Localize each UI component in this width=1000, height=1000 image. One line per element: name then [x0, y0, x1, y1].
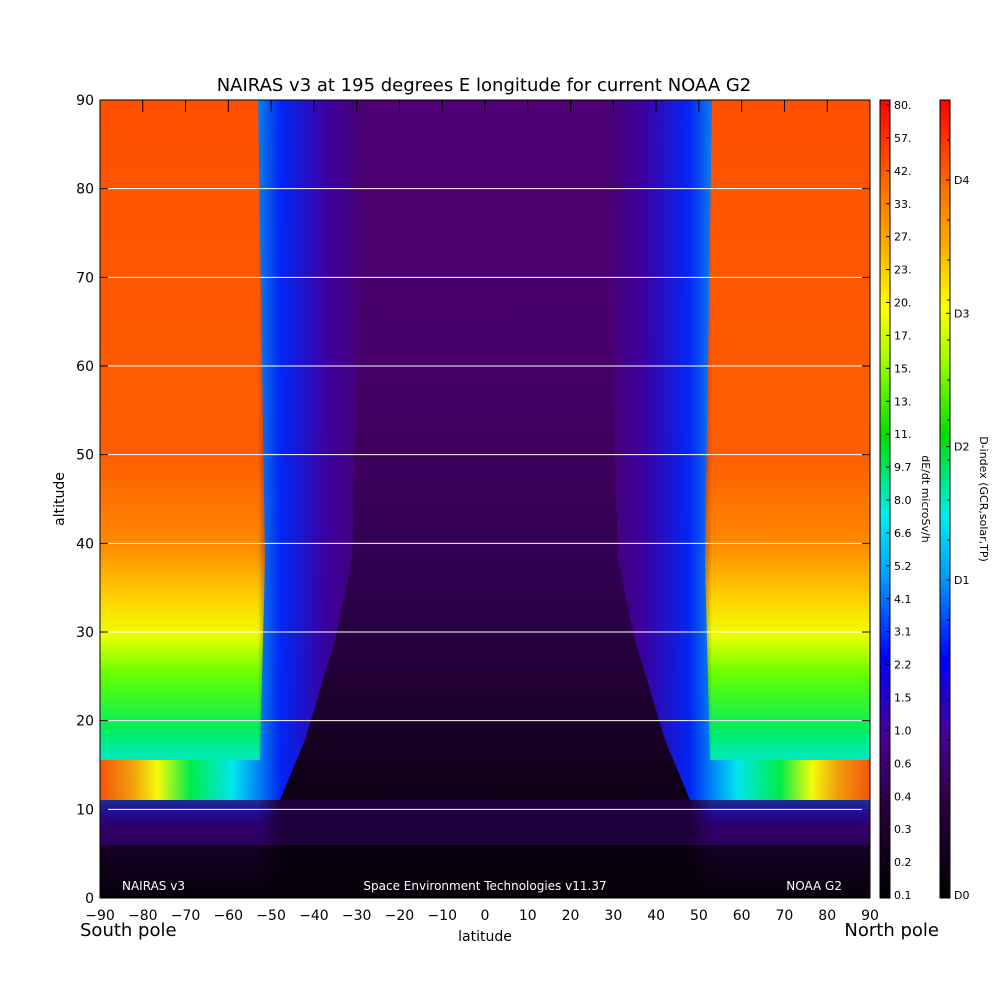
x-tick-label: 0	[481, 908, 490, 924]
colorbar-dose-tick-label: 8.0	[894, 494, 912, 507]
colorbar-dose-tick-label: 13.	[894, 395, 912, 408]
colorbar-dose-tick-label: 0.4	[894, 790, 912, 803]
heatmap-left-transition	[100, 100, 365, 800]
y-tick-label: 40	[76, 536, 94, 552]
x-tick-label: 70	[776, 908, 794, 924]
x-axis-label: latitude	[458, 929, 512, 945]
colorbar-dose-tick-label: 0.6	[894, 757, 912, 770]
colorbar-dose-tick-label: 33.	[894, 198, 912, 211]
colorbar-dose-tick-label: 3.1	[894, 626, 912, 639]
y-tick-label: 20	[76, 714, 94, 730]
colorbar-dose-tick-label: 0.3	[894, 823, 912, 836]
north-pole-label: North pole	[844, 920, 939, 941]
annotation-center: Space Environment Technologies v11.37	[363, 879, 606, 893]
annotation-left: NAIRAS v3	[122, 879, 185, 893]
y-axis-label: altitude	[52, 472, 68, 526]
y-tick-label: 60	[76, 359, 94, 375]
x-tick-label: 80	[818, 908, 836, 924]
colorbar-dindex-tick-label: D0	[954, 889, 969, 902]
x-tick-label: −30	[342, 908, 372, 924]
annotation-right: NOAA G2	[786, 879, 842, 893]
x-tick-label: 60	[733, 908, 751, 924]
colorbar-dose: 80. 57. 42. 33. 27. 23. 20. 17. 15. 13. 11. 9.7 8.0 6…	[879, 99, 932, 902]
colorbar-dose-tick-label: 20.	[894, 297, 912, 310]
colorbar-dindex-tick-label: D3	[954, 307, 969, 320]
x-tick-label: −60	[214, 908, 244, 924]
colorbar-dose-tick-label: 0.2	[894, 856, 912, 869]
colorbar-dindex: D4 D3 D2 D1 D0 D-index (GCR,solar,TP)	[939, 99, 990, 902]
colorbar-dindex-bar	[939, 99, 951, 899]
chart-title: NAIRAS v3 at 195 degrees E longitude for…	[217, 75, 752, 96]
colorbar-dindex-tick-label: D4	[954, 174, 969, 187]
heatmap-right-transition	[605, 100, 870, 800]
colorbar-dose-tick-label: 5.2	[894, 560, 912, 573]
x-tick-label: 10	[519, 908, 537, 924]
grid-lines	[100, 188, 870, 810]
heatmap-low-band	[100, 800, 870, 845]
colorbar-dose-tick-label: 1.0	[894, 724, 912, 737]
colorbar-dose-tick-label: 80.	[894, 99, 912, 112]
y-tick-label: 0	[85, 891, 94, 907]
x-tick-label: −20	[385, 908, 415, 924]
colorbar-dose-tick-label: 27.	[894, 231, 912, 244]
x-tick-label: −50	[256, 908, 286, 924]
y-axis: 0 10 20 30 40 50 60 70 80 90	[76, 93, 870, 907]
colorbar-dindex-tick-label: D1	[954, 574, 969, 587]
colorbar-dindex-tick-label: D2	[954, 441, 969, 454]
colorbar-dose-tick-label: 42.	[894, 165, 912, 178]
x-axis: −90 −80 −70 −60 −50 −40 −30 −20 −10 0 10 20 30 40 50 60…	[85, 100, 879, 924]
heatmap-field	[100, 100, 870, 898]
colorbar-dose-tick-label: 4.1	[894, 593, 912, 606]
colorbar-dose-tick-label: 9.7	[894, 461, 912, 474]
colorbar-dose-tick-label: 11.	[894, 428, 912, 441]
colorbar-dose-tick-label: 17.	[894, 329, 912, 342]
x-tick-label: 40	[647, 908, 665, 924]
x-tick-label: −90	[85, 908, 115, 924]
colorbar-dose-tick-label: 57.	[894, 132, 912, 145]
south-pole-label: South pole	[80, 920, 177, 941]
x-tick-label: −80	[128, 908, 158, 924]
x-tick-label: 50	[690, 908, 708, 924]
x-tick-label: 90	[861, 908, 879, 924]
y-tick-label: 90	[76, 93, 94, 109]
colorbar-dose-tick-label: 15.	[894, 362, 912, 375]
y-tick-label: 80	[76, 182, 94, 198]
y-tick-label: 50	[76, 448, 94, 464]
x-tick-label: −40	[299, 908, 329, 924]
colorbar-dindex-label: D-index (GCR,solar,TP)	[977, 436, 990, 562]
colorbar-dose-tick-label: 23.	[894, 264, 912, 277]
x-tick-label: 30	[604, 908, 622, 924]
colorbar-dose-tick-label: 6.6	[894, 527, 912, 540]
y-tick-label: 30	[76, 625, 94, 641]
y-tick-label: 10	[76, 802, 94, 818]
x-tick-label: −10	[427, 908, 457, 924]
colorbar-dose-tick-label: 0.1	[894, 889, 912, 902]
colorbar-dose-bar	[879, 99, 891, 899]
colorbar-dose-tick-label: 1.5	[894, 692, 912, 705]
colorbar-dose-tick-label: 2.2	[894, 659, 912, 672]
x-tick-label: 20	[562, 908, 580, 924]
colorbar-dose-label: dE/dt microSv/h	[919, 455, 932, 542]
y-tick-label: 70	[76, 270, 94, 286]
x-tick-label: −70	[171, 908, 201, 924]
